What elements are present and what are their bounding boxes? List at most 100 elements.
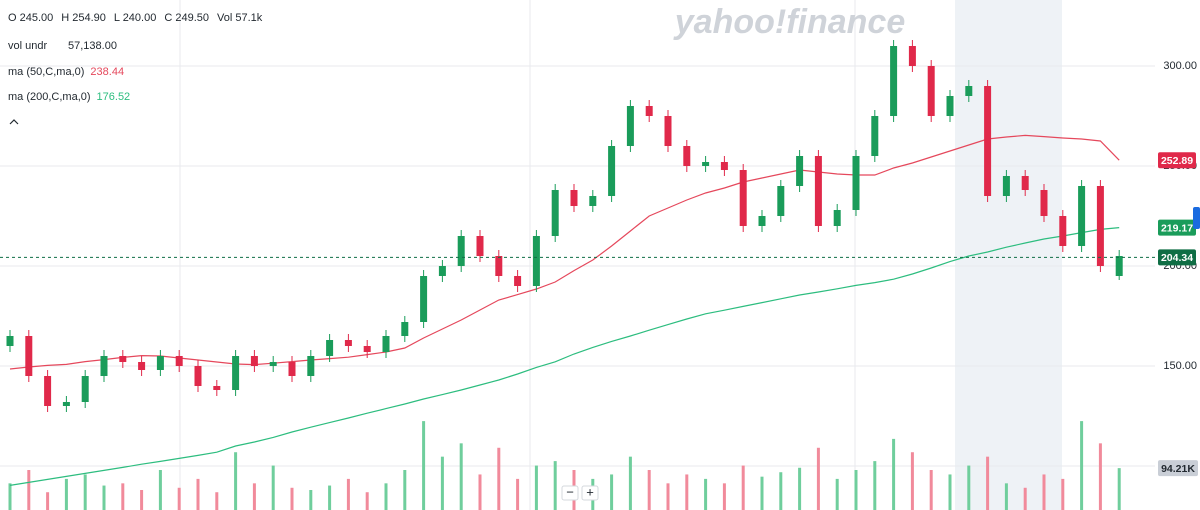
moving-averages <box>9 134 1120 486</box>
price-tag-label: 219.17 <box>1161 222 1193 234</box>
candle-body <box>476 236 484 256</box>
zoom-button[interactable] <box>561 485 579 501</box>
candle-body <box>269 362 277 366</box>
volume-bar <box>1023 487 1027 510</box>
candle-body <box>401 322 409 336</box>
volume-bar <box>271 465 275 510</box>
volume-bar <box>459 443 463 510</box>
candle-body <box>965 86 973 96</box>
candle-body <box>138 362 146 370</box>
price-tag-label: 252.89 <box>1161 155 1193 167</box>
volume-bar <box>516 478 520 510</box>
candle-body <box>1040 190 1048 216</box>
candle-body <box>589 196 597 206</box>
grid <box>0 65 1155 467</box>
zoom-controls: − + <box>561 484 599 501</box>
volume-bar <box>628 456 632 510</box>
volume-bar <box>610 474 614 510</box>
volume-bar <box>196 478 200 510</box>
volume-bar <box>158 470 162 510</box>
zoom-button[interactable] <box>581 485 599 501</box>
candle-body <box>551 190 559 236</box>
volume-bar <box>1004 483 1008 510</box>
candle-body <box>1096 186 1104 266</box>
candle-body <box>156 356 164 370</box>
volume-bar <box>290 487 294 510</box>
volume-bar <box>666 483 670 510</box>
side-tab[interactable] <box>1193 207 1200 229</box>
candle-body <box>532 236 540 286</box>
volume-bar <box>497 447 501 510</box>
volume-bar <box>553 461 557 510</box>
candle-body <box>777 186 785 216</box>
candle-body <box>457 236 465 266</box>
volume-bar <box>121 483 125 510</box>
legend: vol undr 57,138.00 O 245.00 H 254.90 L 240… <box>8 12 263 125</box>
zoom-button-label[interactable]: + <box>586 484 594 499</box>
ohlc-item: H 254.90 <box>61 12 106 24</box>
legend-value: 57,138.00 <box>68 40 117 52</box>
candle-body <box>1059 216 1067 246</box>
ohlc-item: C 249.50 <box>164 12 209 24</box>
volume-bar <box>722 483 726 510</box>
candle-body <box>852 156 860 210</box>
price-tag <box>1158 219 1196 236</box>
volume-bar <box>234 452 238 510</box>
candle-body <box>119 356 127 362</box>
volume-bar <box>8 483 12 510</box>
candle-body <box>890 46 898 116</box>
volume-bar <box>140 490 144 510</box>
volume-bar <box>102 485 106 510</box>
volume-bar <box>64 478 68 510</box>
collapse-icon[interactable] <box>9 119 19 125</box>
legend-value: 176.52 <box>97 91 131 103</box>
volume-bar <box>252 483 256 510</box>
y-tick-label: 150.00 <box>1163 360 1197 372</box>
volume-bar <box>704 478 708 510</box>
ohlc-item: L 240.00 <box>114 12 156 24</box>
volume-bar <box>798 467 802 510</box>
ohlc-item: Vol 57.1k <box>217 12 263 24</box>
volume-bar <box>1042 474 1046 510</box>
candle-body <box>438 266 446 276</box>
candle-body <box>645 106 653 116</box>
volume-bar <box>1061 478 1065 510</box>
volume-bar <box>309 490 313 510</box>
volume-bar <box>83 474 87 510</box>
candle-body <box>796 156 804 186</box>
candle-body <box>100 356 108 376</box>
candle-body <box>871 116 879 156</box>
volume-bar <box>741 465 745 510</box>
candle-body <box>175 356 183 366</box>
candle-body <box>702 162 710 166</box>
volume-bar <box>403 470 407 510</box>
candle-body <box>833 210 841 226</box>
ohlc-item: O 245.00 <box>8 12 53 24</box>
volume-bar <box>986 456 990 510</box>
volume-bar <box>854 470 858 510</box>
volume <box>8 421 1121 510</box>
volume-bar <box>929 470 933 510</box>
volume-tag-label: 94.21K <box>1161 463 1195 475</box>
price-tag-label: 204.34 <box>1161 252 1193 264</box>
candle-body <box>814 156 822 226</box>
ma-line <box>9 134 1120 370</box>
volume-bar <box>478 474 482 510</box>
y-tick-label: 300.00 <box>1163 60 1197 72</box>
volume-bar <box>873 461 877 510</box>
ma-line <box>9 227 1120 486</box>
candle-body <box>213 386 221 390</box>
price-tag <box>1158 249 1196 266</box>
volume-bar <box>892 438 896 510</box>
candle-body <box>739 170 747 226</box>
candle-body <box>758 216 766 226</box>
candle-body <box>363 346 371 352</box>
candle-body <box>44 376 52 406</box>
candle-body <box>495 256 503 276</box>
volume-bar <box>760 476 764 510</box>
zoom-button-label[interactable]: − <box>566 484 574 499</box>
volume-bar <box>948 474 952 510</box>
candle-body <box>984 86 992 196</box>
candle-body <box>25 336 33 376</box>
